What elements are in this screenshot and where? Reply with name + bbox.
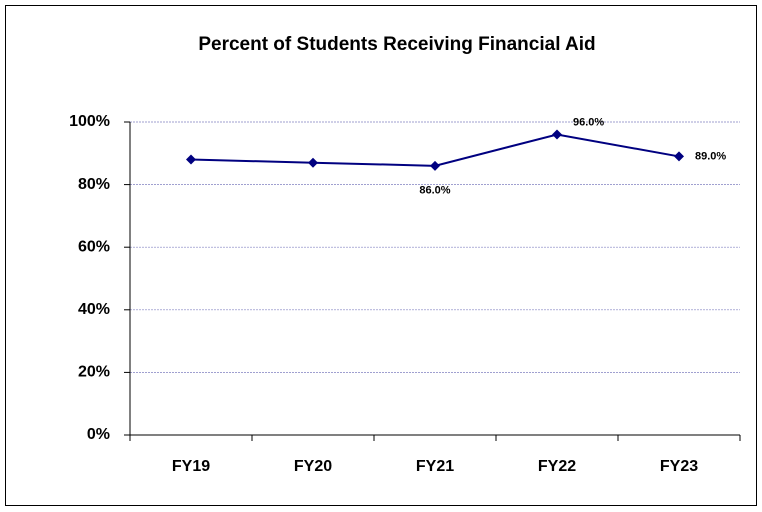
data-label: 89.0%	[695, 150, 726, 162]
x-tick-label: FY22	[538, 458, 576, 475]
chart-frame	[5, 5, 757, 506]
data-point	[430, 160, 440, 171]
data-point	[552, 129, 562, 140]
data-label: 86.0%	[419, 185, 450, 197]
data-point	[674, 151, 684, 162]
x-tick-label: FY23	[660, 458, 698, 475]
y-tick-label: 80%	[78, 176, 110, 193]
y-tick-label: 0%	[87, 426, 110, 443]
y-tick-label: 100%	[69, 113, 110, 130]
y-tick-label: 40%	[78, 301, 110, 318]
x-tick-label: FY20	[294, 458, 332, 475]
data-point	[308, 157, 318, 168]
chart-title: Percent of Students Receiving Financial …	[198, 34, 595, 55]
y-tick-label: 60%	[78, 238, 110, 255]
x-tick-label: FY21	[416, 458, 454, 475]
x-tick-label: FY19	[172, 458, 210, 475]
data-label: 96.0%	[573, 116, 604, 128]
y-tick-label: 20%	[78, 364, 110, 381]
data-point	[186, 154, 196, 165]
